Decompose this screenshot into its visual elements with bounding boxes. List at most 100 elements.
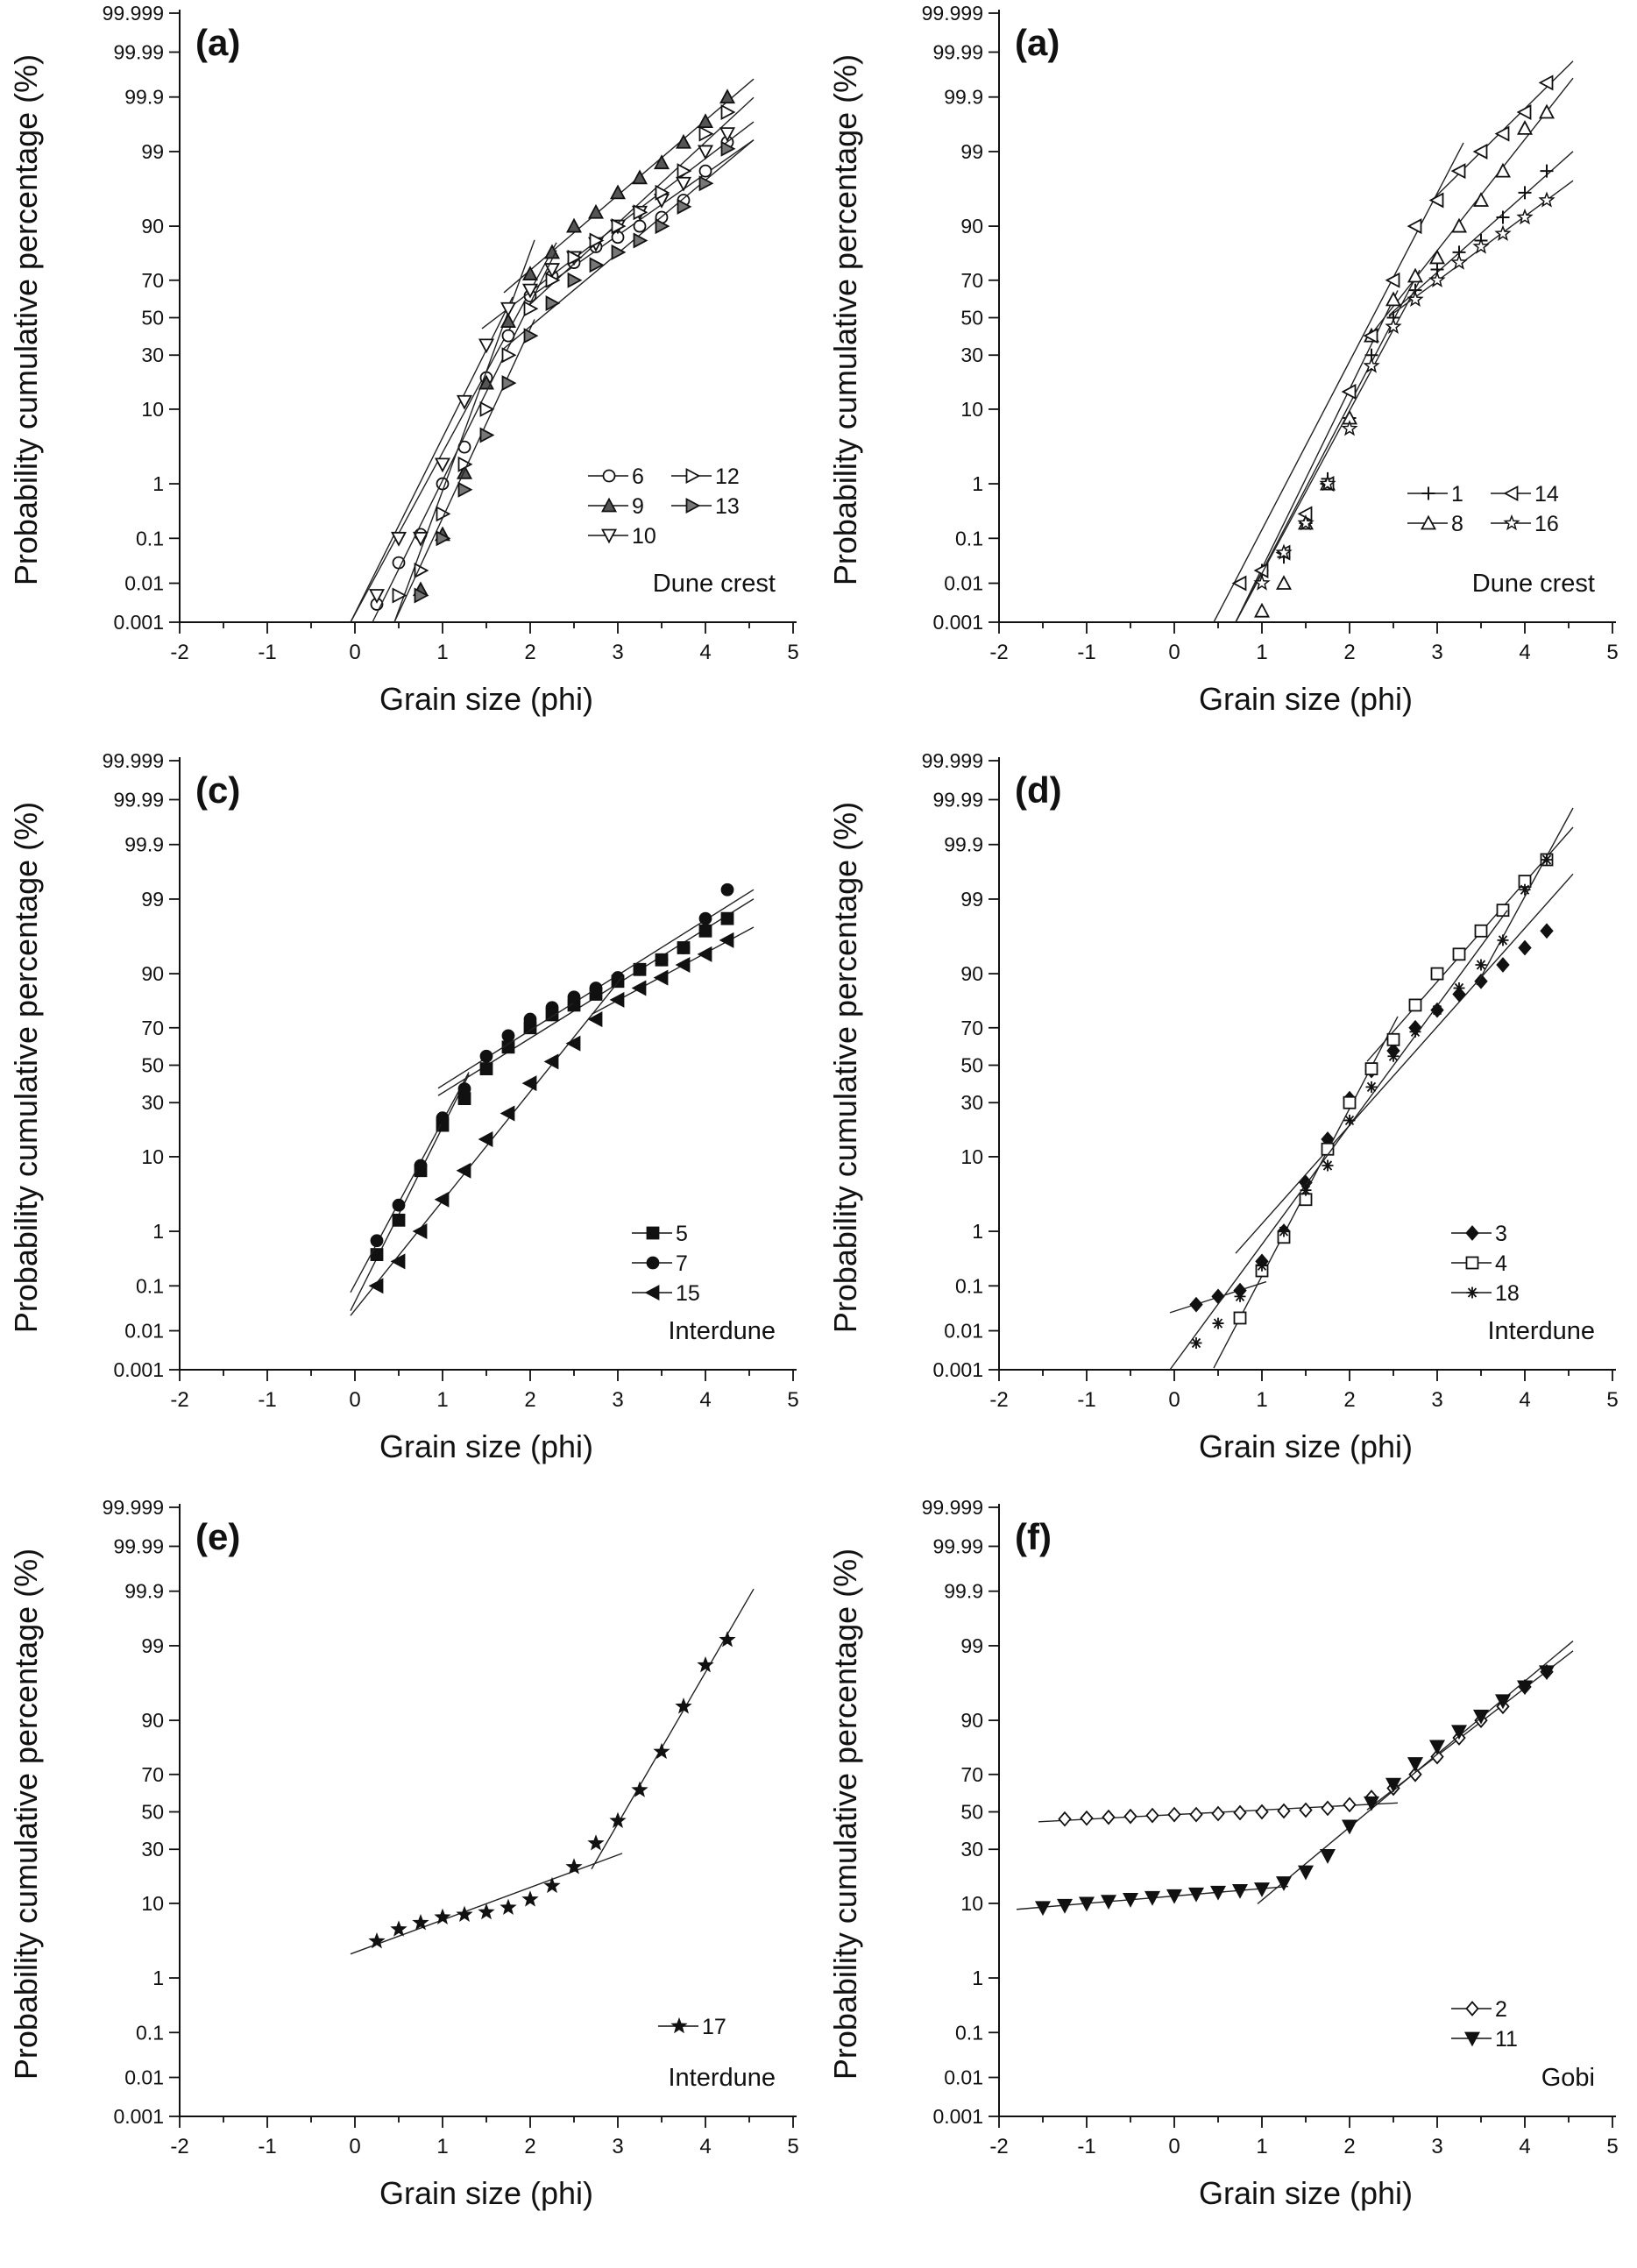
fit-line-13-1 [393,319,535,623]
point-17 [675,1697,692,1714]
y-tick-label: 99.99 [932,40,983,63]
point-7 [677,941,691,954]
fit-line-16-1 [1235,280,1421,623]
point-14 [1494,125,1510,142]
point-11 [1385,1777,1402,1793]
point-13 [479,427,495,443]
x-tick-label: 3 [612,1388,623,1412]
point-4 [1386,1032,1400,1046]
x-tick-label: 2 [1343,1388,1355,1412]
x-tick-label: 2 [524,2135,535,2158]
y-tick-label: 30 [141,344,164,366]
fit-line-9-2 [503,78,755,294]
point-15 [565,1035,581,1052]
point-11 [1078,1896,1095,1912]
x-tick-label: -2 [989,641,1008,664]
legend-label: 13 [715,494,740,519]
point-17 [456,1905,473,1922]
point-16 [1363,357,1380,373]
point-11 [1231,1883,1249,1899]
point-18 [1453,982,1465,994]
point-3 [1518,939,1532,956]
x-tick-label: -2 [170,641,188,664]
legend-label: 15 [676,1281,700,1306]
legend-label: 18 [1495,1281,1520,1306]
point-11 [1494,1694,1512,1710]
environment-label: Interdune [668,2064,776,2092]
y-tick-label: 10 [141,398,164,421]
point-4 [1474,924,1488,938]
x-tick-label: 0 [1168,1388,1180,1412]
y-tick-label: 0.1 [955,1274,983,1297]
point-2 [1145,1807,1159,1824]
panel-3: 0.0010.010.1110305070909999.999.9999.999… [8,749,799,1464]
point-10 [412,531,429,547]
panel-5: 0.0010.010.1110305070909999.999.9999.999… [8,1496,799,2211]
legend-label: 3 [1495,1222,1507,1246]
point-13 [545,295,561,312]
legend-marker-18 [1466,1286,1478,1299]
point-17 [653,1742,670,1760]
point-12 [392,587,407,604]
legend: 17 [658,2015,726,2039]
point-1 [1540,164,1554,178]
point-11 [1275,1876,1293,1891]
x-tick-label: 2 [1343,641,1355,664]
y-tick-label: 99.99 [932,1534,983,1557]
legend: 3 4 18 [1451,1222,1520,1306]
x-axis-title: Grain size (phi) [379,1428,593,1464]
legend: 211 [1451,1997,1518,2052]
y-tick-label: 0.01 [944,1320,983,1343]
y-tick-label: 0.1 [955,2021,983,2044]
point-16 [1341,420,1358,436]
fit-line-1-2 [1388,151,1574,316]
point-11 [1450,1725,1468,1740]
x-tick-label: 1 [1256,1388,1267,1412]
legend-marker-17 [670,2016,688,2034]
point-10 [368,589,386,604]
environment-label: Interdune [668,1317,776,1345]
point-7 [436,1111,450,1125]
y-tick-label: 0.1 [955,527,983,549]
x-tick-label: 3 [1431,2135,1442,2158]
y-tick-label: 30 [141,1091,164,1114]
point-15 [675,957,691,974]
y-tick-label: 1 [972,1220,983,1243]
point-13 [611,244,627,260]
y-tick-label: 30 [141,1838,164,1860]
point-17 [697,1656,714,1673]
series-17 [350,1588,755,1955]
legend-label: 10 [632,524,656,549]
y-axis-title: Probability cumulative percentage (%) [8,1549,44,2080]
point-11 [1100,1895,1117,1910]
y-tick-label: 1 [972,472,983,495]
environment-label: Dune crest [653,570,776,598]
point-11 [1253,1882,1271,1897]
y-tick-label: 99 [960,140,983,163]
x-tick-label: 4 [699,2135,711,2158]
legend-label: 11 [1495,2027,1518,2052]
point-12 [414,562,429,578]
y-tick-label: 99.9 [944,1580,983,1603]
fit-line-12-2 [525,96,755,309]
y-tick-label: 0.01 [124,1320,164,1343]
y-tick-label: 99.999 [922,2,983,25]
x-tick-label: 4 [1519,641,1530,664]
x-tick-label: 1 [436,641,448,664]
y-tick-label: 99.9 [124,833,164,856]
point-3 [1540,923,1554,939]
y-tick-label: 0.001 [932,611,983,634]
point-10 [675,176,692,192]
y-tick-label: 1 [152,1967,164,1989]
y-tick-label: 99.999 [922,1496,983,1519]
point-8 [1385,291,1402,307]
legend-label: 2 [1495,1997,1507,2022]
y-tick-label: 50 [960,1801,983,1824]
point-13 [677,198,692,215]
x-tick-label: 2 [1343,2135,1355,2158]
point-8 [1516,120,1534,135]
panel-6: 0.0010.010.1110305070909999.999.9999.999… [827,1496,1619,2211]
y-tick-label: 10 [141,1892,164,1915]
point-11 [1187,1887,1205,1903]
legend-marker-6 [602,469,616,483]
